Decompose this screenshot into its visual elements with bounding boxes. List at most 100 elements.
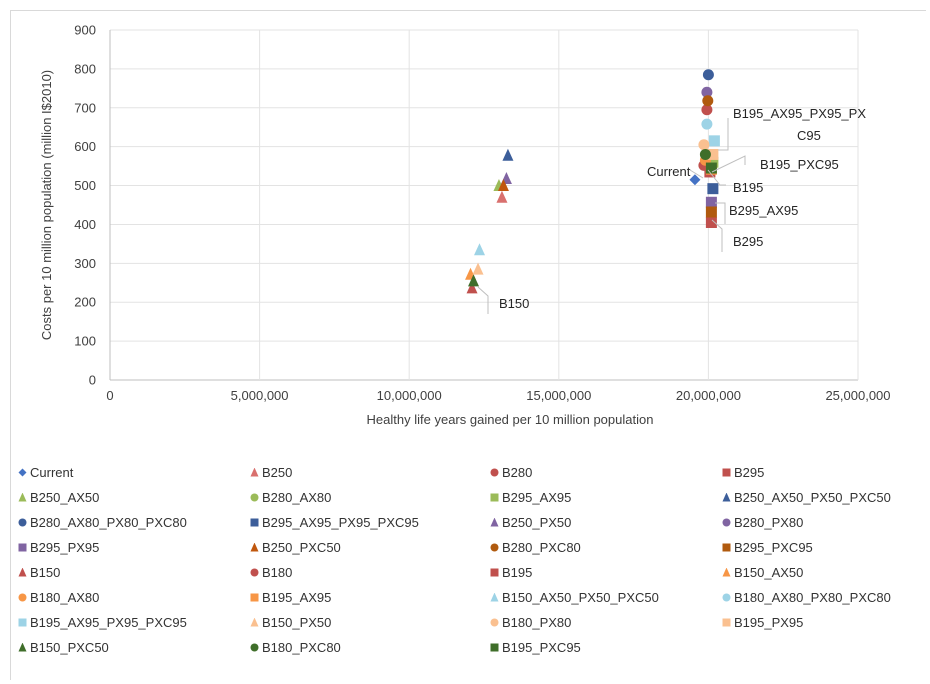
legend-label: B180_PX80 — [502, 614, 572, 630]
legend-label: B180_AX80 — [30, 589, 100, 605]
legend-label: B195_AX95 — [262, 589, 332, 605]
legend-entry: B250_AX50 — [18, 487, 99, 507]
x-axis-title: Healthy life years gained per 10 million… — [367, 412, 654, 427]
legend-label: B150_PX50 — [262, 614, 332, 630]
circle-marker-icon — [722, 593, 731, 601]
y-tick-label: 800 — [74, 61, 96, 76]
circle-marker-icon — [18, 593, 27, 601]
legend-row: B295_PX95 B250_PXC50 B280_PXC80 B295_PXC95 — [18, 537, 930, 562]
leader-line-current — [689, 169, 704, 179]
leader-line-b195-pxc95 — [711, 155, 746, 173]
legend-marker — [490, 592, 499, 601]
legend-label: B295_PX95 — [30, 539, 100, 555]
legend-entry: B250 — [250, 462, 292, 482]
x-tick-label: 0 — [106, 388, 113, 403]
point-b280 — [701, 104, 713, 116]
x-tick-label: 10,000,000 — [377, 388, 442, 403]
legend-label: B250_PX50 — [502, 514, 572, 530]
legend-entry: B280_PX80 — [722, 512, 803, 532]
legend-entry: B295_PX95 — [18, 537, 99, 557]
legend-marker — [18, 618, 27, 626]
legend-marker — [490, 468, 499, 476]
circle-marker-icon — [490, 468, 499, 476]
legend-label: B195 — [502, 564, 533, 580]
annotation-b295: B295 — [733, 234, 763, 249]
legend-marker — [722, 543, 731, 551]
legend-marker — [18, 642, 27, 651]
legend-entry: B150 — [18, 562, 60, 582]
annotation-b295-ax95: B295_AX95 — [729, 203, 798, 218]
legend-marker — [250, 593, 259, 601]
legend-entry: B180_AX80_PX80_PXC80 — [722, 587, 891, 607]
point-b195-pxc95 — [705, 162, 717, 174]
legend-marker — [250, 643, 259, 651]
leader-line-b295-ax95 — [715, 202, 726, 224]
triangle-marker-icon — [250, 467, 259, 476]
legend-marker — [490, 618, 499, 626]
y-tick-label: 700 — [74, 100, 96, 115]
point-b295 — [705, 217, 717, 228]
legend-entry: B250_AX50_PX50_PXC50 — [722, 487, 891, 507]
legend-entry: B150_AX50 — [722, 562, 803, 582]
legend-entry: B195_AX95_PX95_PXC95 — [18, 612, 187, 632]
square-marker-icon — [18, 543, 27, 551]
circle-marker-icon — [250, 493, 259, 501]
legend-label: B180_AX80_PX80_PXC80 — [734, 589, 891, 605]
point-b180-pxc80 — [699, 148, 711, 160]
triangle-marker-icon — [250, 542, 259, 551]
point-b180-px80 — [698, 139, 710, 151]
point-b150 — [466, 281, 478, 294]
square-marker-icon — [250, 593, 259, 601]
legend-marker — [722, 618, 731, 626]
legend-label: B180_PXC80 — [262, 639, 341, 655]
triangle-marker-icon — [18, 567, 27, 576]
point-b280-ax80-px80-pxc80 — [702, 69, 714, 81]
legend-label: B195_PX95 — [734, 614, 804, 630]
triangle-marker-icon — [722, 567, 731, 576]
legend-label: B150_AX50_PX50_PXC50 — [502, 589, 659, 605]
leader-line-b195 — [707, 169, 726, 186]
legend-marker — [490, 493, 499, 501]
legend-entry: B295 — [722, 462, 764, 482]
legend-label: B280_AX80 — [262, 489, 332, 505]
circle-marker-icon — [722, 518, 731, 526]
legend-label: B250_PXC50 — [262, 539, 341, 555]
legend-entry: B195 — [490, 562, 532, 582]
legend-entry: B280_PXC80 — [490, 537, 581, 557]
point-b250-pxc50 — [497, 179, 509, 192]
legend-label: B295_PXC95 — [734, 539, 813, 555]
x-tick-label: 20,000,000 — [676, 388, 741, 403]
diamond-marker-icon — [18, 468, 27, 476]
legend-row: B280_AX80_PX80_PXC80 B295_AX95_PX95_PXC95… — [18, 512, 930, 537]
legend-marker — [250, 467, 259, 476]
triangle-marker-icon — [18, 642, 27, 651]
legend-entry: B280_AX80 — [250, 487, 331, 507]
point-b195-px95 — [707, 148, 719, 160]
legend-entry: B295_PXC95 — [722, 537, 813, 557]
circle-marker-icon — [250, 643, 259, 651]
legend-label: Current — [30, 464, 74, 480]
x-tick-label: 5,000,000 — [231, 388, 289, 403]
y-tick-label: 900 — [74, 23, 96, 38]
legend-marker — [250, 617, 259, 626]
legend-label: B295_AX95_PX95_PXC95 — [262, 514, 419, 530]
annotation-b195-ax95-px95-pxc95: B195_AX95_PX95_PX C95 — [733, 106, 866, 143]
square-marker-icon — [490, 568, 499, 576]
legend-marker — [250, 518, 259, 526]
legend-entry: B150_AX50_PX50_PXC50 — [490, 587, 659, 607]
legend-marker — [722, 468, 731, 476]
legend-label: B250_AX50 — [30, 489, 100, 505]
point-b150-pxc50 — [468, 274, 480, 287]
legend-marker — [18, 518, 27, 526]
legend-marker — [722, 593, 731, 601]
legend-label: B280_AX80_PX80_PXC80 — [30, 514, 187, 530]
legend-entry: B150_PXC50 — [18, 637, 109, 657]
legend-entry: B180 — [250, 562, 292, 582]
point-b150-ax50-px50-pxc50 — [474, 243, 486, 256]
legend-entry: B195_PX95 — [722, 612, 803, 632]
legend-marker — [490, 568, 499, 576]
annotation-current: Current — [647, 164, 691, 179]
square-marker-icon — [722, 618, 731, 626]
point-b295-pxc95 — [705, 206, 717, 218]
legend-label: B280_PX80 — [734, 514, 804, 530]
